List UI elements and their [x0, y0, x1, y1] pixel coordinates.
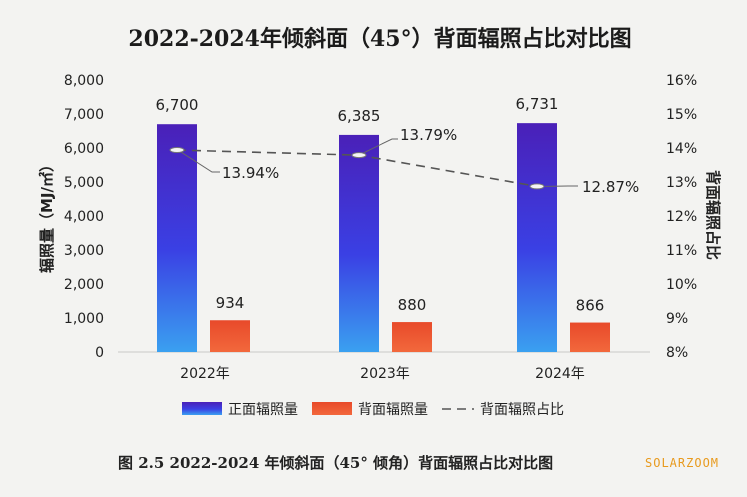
y-tick-label: 1,000 [64, 311, 104, 327]
legend-swatch-front [182, 402, 222, 415]
caption-row: 图 2.5 2022-2024 年倾斜面（45° 倾角）背面辐照占比对比图 SO… [0, 448, 747, 478]
y-tick-label: 7,000 [64, 107, 104, 123]
y-tick-label: 8,000 [64, 73, 104, 89]
front-bar-label: 6,731 [516, 95, 559, 113]
y-tick-label: 4,000 [64, 209, 104, 225]
legend-swatch-back [312, 402, 352, 415]
y-tick-label: 3,000 [64, 243, 104, 259]
back-bar-label: 934 [216, 294, 245, 312]
y2-tick-label: 8% [666, 345, 688, 361]
y-tick-label: 2,000 [64, 277, 104, 293]
legend-label-front: 正面辐照量 [228, 402, 298, 418]
ratio-label: 12.87% [582, 178, 639, 196]
back-bar-label: 880 [398, 296, 427, 314]
y2-axis-label: 背面辐照占比 [704, 170, 722, 260]
y-axis-label: 辐照量（MJ/㎡） [38, 157, 56, 273]
back-bar [392, 322, 432, 352]
ratio-point [169, 147, 185, 154]
back-bar [210, 320, 250, 352]
ratio-point [351, 152, 367, 159]
front-bar-label: 6,385 [338, 107, 381, 125]
back-bar-label: 866 [576, 297, 605, 315]
ratio-label: 13.94% [222, 164, 279, 182]
front-bar [517, 123, 557, 353]
legend-label-back: 背面辐照量 [358, 402, 428, 418]
legend-label-ratio: 背面辐照占比 [480, 402, 564, 418]
y2-tick-label: 14% [666, 141, 697, 157]
watermark: SOLARZOOM [645, 456, 720, 470]
y2-tick-label: 9% [666, 311, 688, 327]
front-bar [157, 124, 197, 352]
ratio-point [529, 183, 545, 190]
front-bar-label: 6,700 [156, 96, 199, 114]
x-tick-label: 2024年 [535, 366, 585, 382]
y-tick-label: 0 [95, 345, 104, 361]
x-tick-label: 2022年 [180, 366, 230, 382]
figure-caption: 图 2.5 2022-2024 年倾斜面（45° 倾角）背面辐照占比对比图 [118, 454, 554, 472]
front-bar [339, 134, 379, 352]
ratio-leader-line [362, 138, 398, 154]
y2-tick-label: 16% [666, 73, 697, 89]
chart: 2022-2024年倾斜面（45°）背面辐照占比对比图 辐照量（MJ/㎡） 背面… [38, 26, 722, 418]
y2-tick-label: 10% [666, 277, 697, 293]
y2-tick-label: 12% [666, 209, 697, 225]
y2-tick-label: 11% [666, 243, 697, 259]
x-tick-label: 2023年 [360, 366, 410, 382]
back-bar [570, 322, 610, 352]
ratio-leader-line [180, 151, 220, 173]
y2-tick-label: 15% [666, 107, 697, 123]
y-tick-label: 6,000 [64, 141, 104, 157]
ratio-label: 13.79% [400, 126, 457, 144]
chart-title: 2022-2024年倾斜面（45°）背面辐照占比对比图 [128, 26, 631, 52]
y2-tick-label: 13% [666, 175, 697, 191]
y-tick-label: 5,000 [64, 175, 104, 191]
